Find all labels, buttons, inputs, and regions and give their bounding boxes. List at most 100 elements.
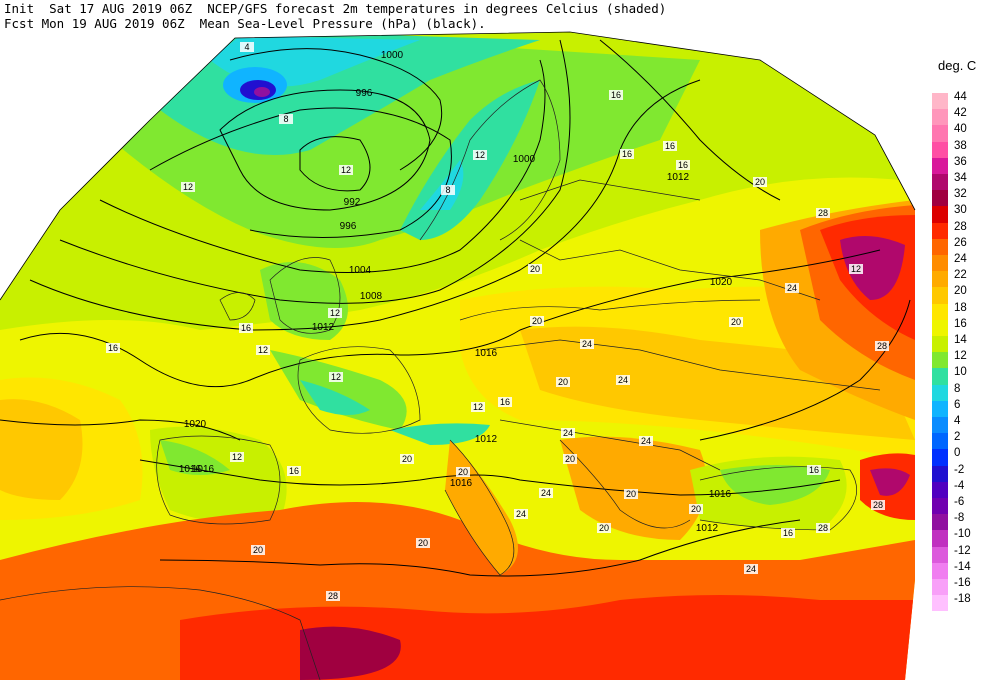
temperature-label-bg <box>676 160 690 170</box>
temperature-label-bg <box>287 466 301 476</box>
temperature-label-bg <box>663 141 677 151</box>
temperature-label-bg <box>580 339 594 349</box>
colorbar-label: 40 <box>954 123 967 136</box>
temperature-label-bg <box>816 523 830 533</box>
temperature-label-bg <box>785 283 799 293</box>
colorbar-label: 6 <box>954 398 961 411</box>
isobar-labels: 1000 996 992 996 1004 1008 1012 1000 1012 1016 102… <box>179 50 733 534</box>
temperature-label: 16 <box>108 343 118 353</box>
colorbar-swatch <box>932 530 948 547</box>
temperature-label: 24 <box>641 436 651 446</box>
temperature-label-bg <box>498 397 512 407</box>
colorbar-swatch <box>932 287 948 304</box>
temperature-label-bg <box>416 538 430 548</box>
colorbar-swatch <box>932 514 948 531</box>
temperature-label-bg <box>561 428 575 438</box>
temperature-label-bg <box>230 452 244 462</box>
colorbar-label: 22 <box>954 269 967 282</box>
colorbar-swatch <box>932 319 948 336</box>
colorbar-swatch <box>932 157 948 174</box>
colorbar-label: 18 <box>954 301 967 314</box>
temperature-label-bg <box>609 90 623 100</box>
colorbar-label: -10 <box>954 528 971 541</box>
temperature-label: 16 <box>665 141 675 151</box>
colorbar-title: deg. C <box>938 58 977 73</box>
colorbar-swatch <box>932 481 948 498</box>
colorbar-swatch <box>932 303 948 320</box>
colorbar-swatch <box>932 271 948 288</box>
colorbar-swatch <box>932 352 948 369</box>
temperature-label-bg <box>339 165 353 175</box>
colorbar-swatch <box>932 400 948 417</box>
isobar-label: 1016 <box>709 489 732 500</box>
temperature-label-bg <box>528 264 542 274</box>
temperature-label: 28 <box>818 523 828 533</box>
colorbar-swatch <box>932 238 948 255</box>
colorbar-label: 20 <box>954 285 967 298</box>
colorbar-label: -6 <box>954 496 965 508</box>
temperature-labels: 4812128121616161620281220202412121612161… <box>106 42 889 601</box>
colorbar-label: 8 <box>954 382 961 395</box>
colorbar-swatch <box>932 190 948 207</box>
temperature-label: 28 <box>328 591 338 601</box>
isobar-label: 1016 <box>192 464 215 475</box>
temperature-label: 4 <box>244 42 249 52</box>
map-boundary <box>0 31 916 301</box>
temperature-label-bg <box>400 454 414 464</box>
colorbar-label: 14 <box>954 334 967 346</box>
colorbar-label: 0 <box>954 447 961 460</box>
temperature-label-bg <box>329 372 343 382</box>
temperature-label-bg <box>616 375 630 385</box>
temperature-label-bg <box>239 323 253 333</box>
temperature-label-bg <box>328 308 342 318</box>
temperature-label: 24 <box>541 488 551 498</box>
isobar-label: 1012 <box>312 322 335 333</box>
colorbar-label: 12 <box>954 350 967 363</box>
colorbar-label: -14 <box>954 560 971 573</box>
temperature-label: 16 <box>622 149 632 159</box>
temperature-label: 12 <box>473 402 483 412</box>
colorbar-swatch <box>932 125 948 142</box>
isobar-label: 1012 <box>667 172 690 183</box>
temperature-label: 20 <box>755 177 765 187</box>
colorbar-label: -12 <box>954 544 971 557</box>
temperature-label: 20 <box>626 489 636 499</box>
temperature-label: 20 <box>565 454 575 464</box>
temperature-label-bg <box>326 591 340 601</box>
temperature-label: 20 <box>418 538 428 548</box>
isobar-label: 1012 <box>475 434 498 445</box>
isobar-label: 1020 <box>710 277 733 288</box>
temperature-label-bg <box>620 149 634 159</box>
temperature-label-bg <box>240 42 254 52</box>
colorbar-label: 30 <box>954 204 967 217</box>
colorbar-swatch <box>932 255 948 272</box>
temperature-label-bg <box>279 114 293 124</box>
temperature-label: 24 <box>787 283 797 293</box>
temperature-label: 28 <box>818 208 828 218</box>
temperature-label-bg <box>744 564 758 574</box>
colorbar-label: 38 <box>954 139 967 152</box>
temperature-label: 16 <box>241 323 251 333</box>
temperature-label: 20 <box>532 316 542 326</box>
temperature-label: 28 <box>877 341 887 351</box>
colorbar-swatch <box>932 206 948 223</box>
header-line-1: Init Sat 17 AUG 2019 06Z NCEP/GFS foreca… <box>4 1 667 16</box>
colorbar-label: 36 <box>954 155 967 168</box>
isobar-label: 1016 <box>475 348 498 359</box>
colorbar-swatch <box>932 222 948 239</box>
temperature-label: 16 <box>289 466 299 476</box>
isobar-label: 1000 <box>513 154 536 165</box>
temperature-label-bg <box>556 377 570 387</box>
isobar-label: 992 <box>344 197 361 208</box>
header-line-2: Fcst Mon 19 AUG 2019 06Z Mean Sea-Level … <box>4 16 486 31</box>
temperature-label-bg <box>871 500 885 510</box>
isobar-label: 1020 <box>184 419 207 430</box>
colorbar-label: 34 <box>954 172 967 184</box>
temperature-label-bg <box>473 150 487 160</box>
temperature-label: 12 <box>258 345 268 355</box>
colorbar-swatch <box>932 546 948 563</box>
temperature-label: 20 <box>599 523 609 533</box>
colorbar-swatch <box>932 174 948 191</box>
